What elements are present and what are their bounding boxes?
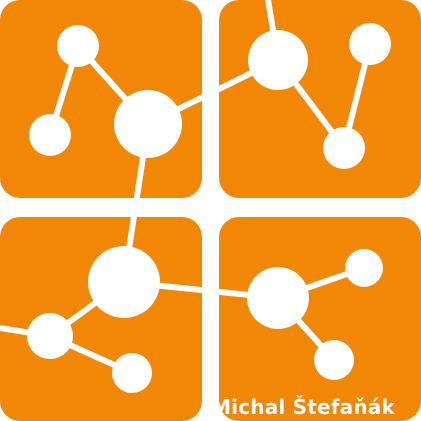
- node: [323, 127, 365, 169]
- graph-nodes: [27, 23, 391, 393]
- node: [314, 340, 354, 380]
- node: [57, 25, 99, 67]
- tile-top-right: [219, 0, 421, 198]
- node: [349, 23, 391, 65]
- node: [29, 114, 71, 156]
- node: [112, 353, 152, 393]
- node: [27, 313, 73, 359]
- node: [345, 249, 383, 287]
- tile-top-left: [0, 0, 202, 198]
- tile-bottom-left: [0, 217, 202, 421]
- tile-bottom-right: [219, 217, 421, 421]
- node: [114, 90, 182, 158]
- node: [248, 30, 308, 90]
- author-name: Michal Štefaňák: [211, 395, 395, 419]
- node: [247, 267, 309, 329]
- node: [88, 246, 160, 318]
